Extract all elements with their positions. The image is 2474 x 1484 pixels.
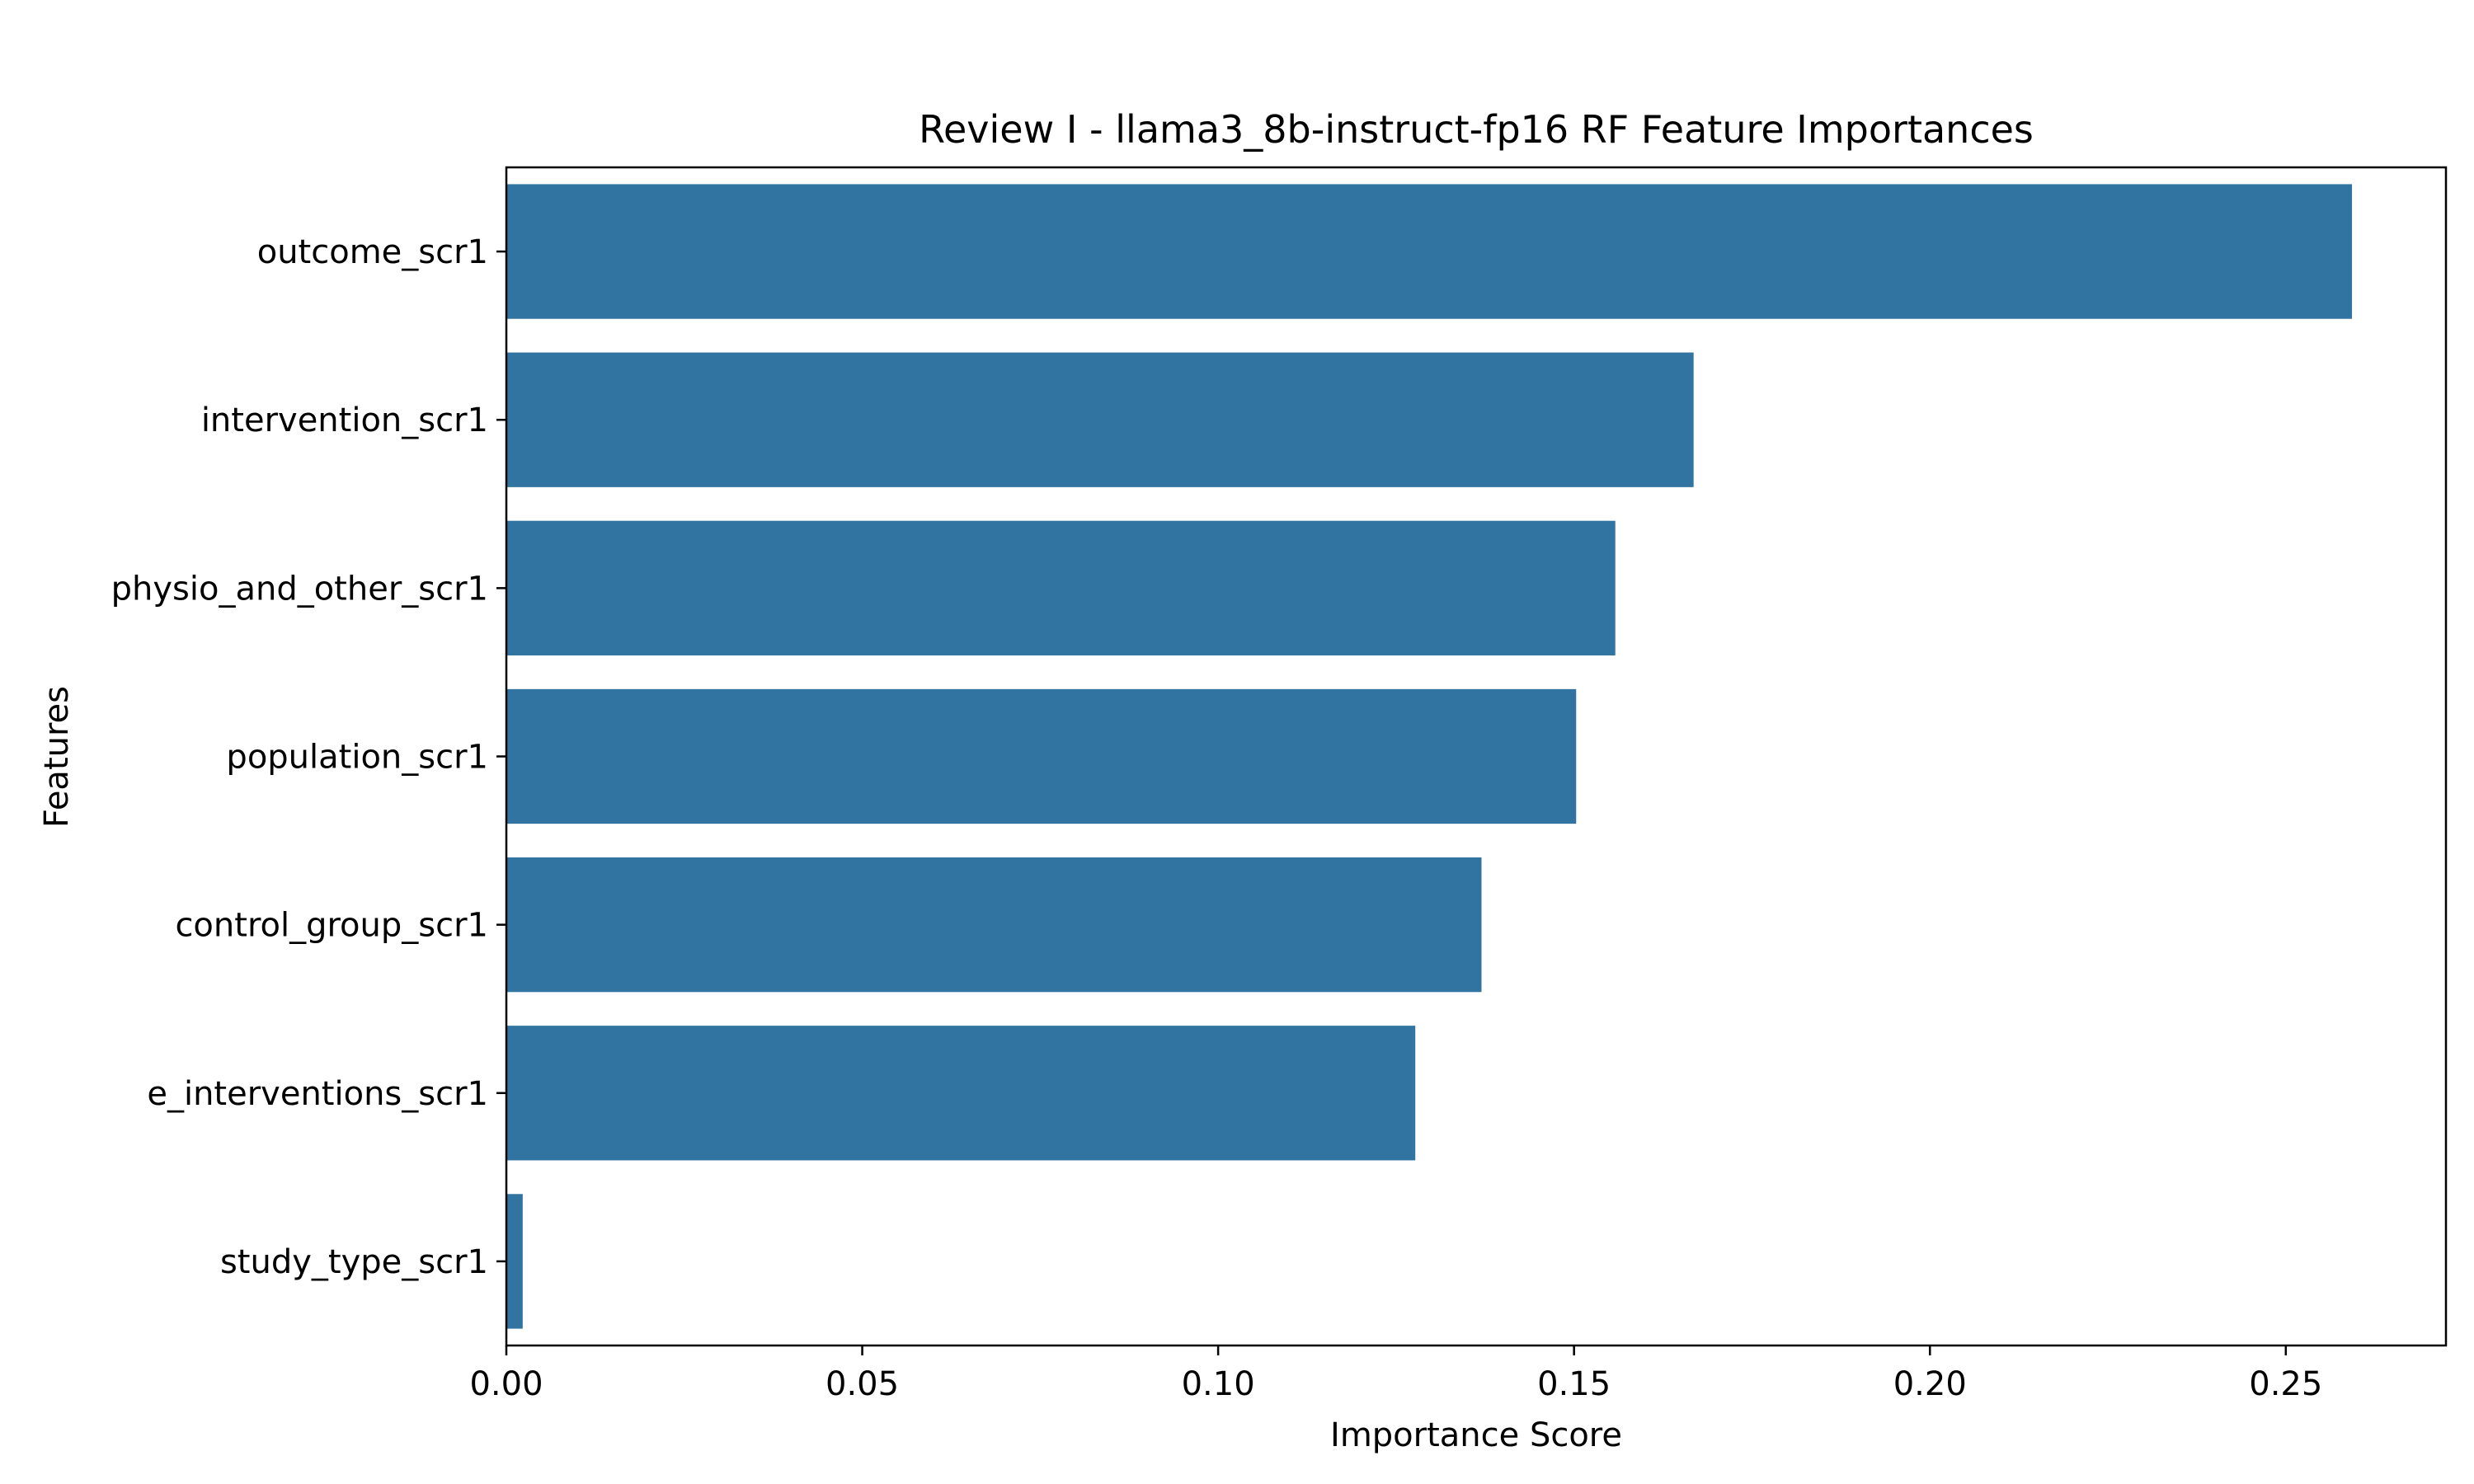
x-tick-label: 0.25: [2249, 1365, 2322, 1403]
bars-layer: [506, 184, 2353, 1329]
y-tick-label: intervention_scr1: [201, 402, 488, 439]
chart-title: Review I - llama3_8b-instruct-fp16 RF Fe…: [919, 107, 2034, 152]
y-tick-label: control_group_scr1: [175, 907, 488, 945]
bar-intervention-scr1: [506, 352, 1694, 487]
y-tick-label: study_type_scr1: [220, 1243, 488, 1281]
x-tick-label: 0.15: [1537, 1365, 1611, 1403]
x-tick-label: 0.05: [825, 1365, 899, 1403]
bar-e-interventions-scr1: [506, 1026, 1416, 1161]
x-axis: 0.00 0.05 0.10 0.15 0.20 0.25: [469, 1345, 2322, 1403]
x-axis-label: Importance Score: [1330, 1416, 1622, 1454]
x-tick-label: 0.00: [469, 1365, 543, 1403]
bar-outcome-scr1: [506, 184, 2353, 319]
x-tick-label: 0.20: [1893, 1365, 1967, 1403]
y-tick-label: physio_and_other_scr1: [111, 570, 488, 608]
y-axis: outcome_scr1 intervention_scr1 physio_and_…: [111, 233, 506, 1281]
y-tick-label: e_interventions_scr1: [147, 1075, 488, 1113]
bar-study-type-scr1: [506, 1194, 523, 1329]
x-tick-label: 0.10: [1182, 1365, 1255, 1403]
bar-control-group-scr1: [506, 857, 1482, 993]
bar-physio-and-other-scr1: [506, 520, 1616, 656]
y-tick-label: population_scr1: [226, 739, 488, 777]
y-tick-label: outcome_scr1: [257, 233, 488, 271]
y-axis-label: Features: [38, 686, 76, 828]
bar-population-scr1: [506, 688, 1577, 824]
